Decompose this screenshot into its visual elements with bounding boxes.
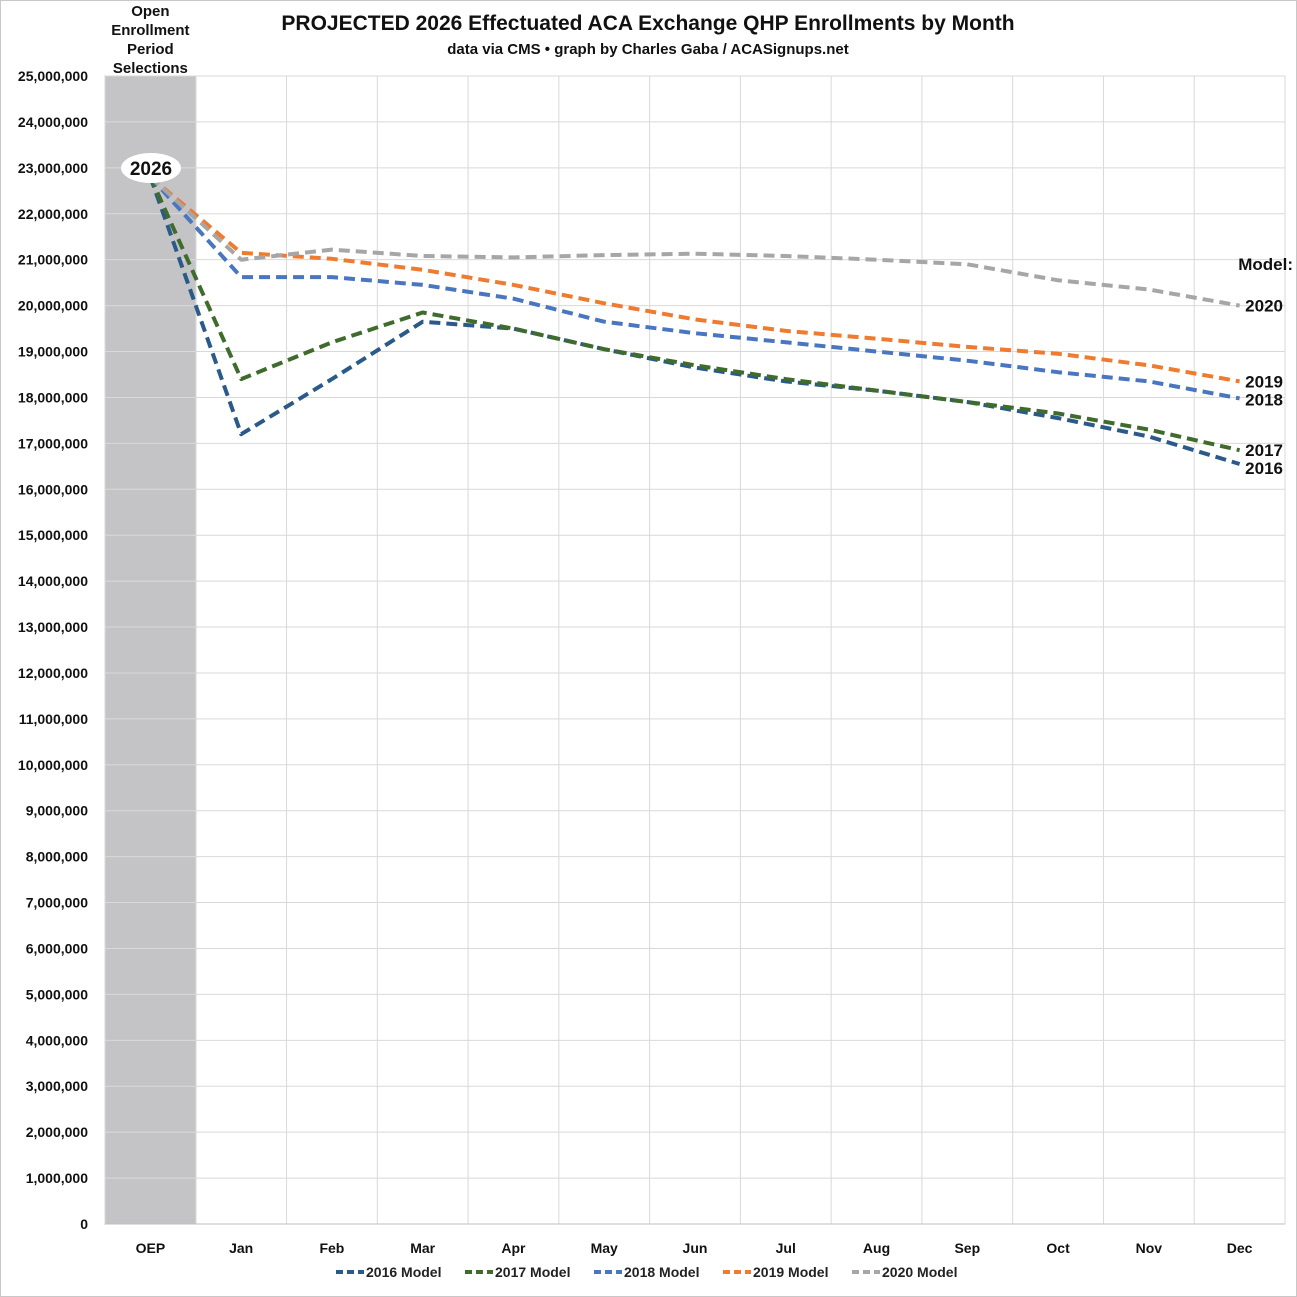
y-tick-label: 18,000,000 xyxy=(18,389,88,405)
x-tick-label: Feb xyxy=(319,1240,344,1256)
legend-label: 2019 Model xyxy=(753,1264,828,1280)
y-tick-label: 12,000,000 xyxy=(18,665,88,681)
y-tick-label: 1,000,000 xyxy=(26,1170,88,1186)
end-label-2016: 2016 xyxy=(1245,459,1283,478)
oep-badge-bubble xyxy=(121,153,181,183)
x-tick-label: Dec xyxy=(1227,1240,1253,1256)
legend-label: 2016 Model xyxy=(366,1264,441,1280)
y-tick-label: 16,000,000 xyxy=(18,481,88,497)
y-tick-label: 21,000,000 xyxy=(18,252,88,268)
series-line-2019 xyxy=(149,175,1240,384)
end-label-2020: 2020 xyxy=(1245,297,1283,316)
y-tick-label: 7,000,000 xyxy=(26,895,88,911)
y-tick-label: 6,000,000 xyxy=(26,940,88,956)
y-tick-label: 11,000,000 xyxy=(19,711,89,727)
x-tick-label: Sep xyxy=(954,1240,980,1256)
legend: 2016 Model 2017 Model 2018 Model 2019 Model… xyxy=(336,1264,957,1280)
oep-label-line: Period xyxy=(127,41,174,58)
oep-year-badge: 2026 xyxy=(121,153,181,183)
end-label-2019: 2019 xyxy=(1245,372,1283,391)
end-label-2018: 2018 xyxy=(1245,390,1283,409)
series-line-2017 xyxy=(148,176,1241,453)
y-axis-tick-labels: 0 1,000,000 2,000,000 3,000,000 4,000,000 5,0… xyxy=(18,68,88,1232)
y-tick-label: 14,000,000 xyxy=(18,573,88,589)
y-tick-label: 9,000,000 xyxy=(26,803,88,819)
legend-label: 2017 Model xyxy=(495,1264,570,1280)
y-tick-label: 25,000,000 xyxy=(18,68,88,84)
model-header-label: Model: xyxy=(1238,255,1293,274)
end-label-2017: 2017 xyxy=(1245,441,1283,460)
oep-label-line: Enrollment xyxy=(111,22,189,39)
x-tick-label: May xyxy=(591,1240,618,1256)
y-tick-label: 10,000,000 xyxy=(18,757,88,773)
series-line-2016 xyxy=(148,176,1241,466)
y-tick-label: 24,000,000 xyxy=(18,114,88,130)
x-tick-label: Aug xyxy=(863,1240,890,1256)
y-tick-label: 4,000,000 xyxy=(26,1032,88,1048)
x-tick-label: Mar xyxy=(410,1240,435,1256)
y-tick-label: 19,000,000 xyxy=(18,344,88,360)
chart-title: PROJECTED 2026 Effectuated ACA Exchange … xyxy=(281,12,1014,35)
x-tick-label: OEP xyxy=(136,1240,166,1256)
x-tick-label: Jun xyxy=(683,1240,708,1256)
y-tick-label: 8,000,000 xyxy=(26,849,88,865)
x-tick-label: Nov xyxy=(1136,1240,1163,1256)
x-tick-label: Oct xyxy=(1046,1240,1070,1256)
series-line-2020 xyxy=(149,175,1240,308)
legend-label: 2018 Model xyxy=(624,1264,699,1280)
oep-badge-label: 2026 xyxy=(130,159,172,180)
y-tick-label: 23,000,000 xyxy=(18,160,88,176)
x-tick-label: Apr xyxy=(501,1240,526,1256)
legend-label: 2020 Model xyxy=(882,1264,957,1280)
series-line-2018 xyxy=(148,175,1240,401)
y-tick-label: 17,000,000 xyxy=(18,435,88,451)
x-tick-label: Jan xyxy=(229,1240,253,1256)
y-tick-label: 13,000,000 xyxy=(18,619,88,635)
y-tick-label: 3,000,000 xyxy=(26,1078,88,1094)
x-tick-label: Jul xyxy=(776,1240,796,1256)
y-tick-label: 0 xyxy=(80,1216,88,1232)
y-tick-label: 5,000,000 xyxy=(26,986,88,1002)
y-tick-label: 20,000,000 xyxy=(18,298,88,314)
gridlines xyxy=(104,75,1286,1225)
series-lines xyxy=(148,175,1241,466)
oep-label-line: Selections xyxy=(113,60,188,77)
oep-label-line: Open xyxy=(131,3,169,20)
oep-region-label: Open Enrollment Period Selections xyxy=(111,3,189,77)
x-axis-tick-labels: OEP Jan Feb Mar Apr May Jun Jul Aug Sep Oct Nov Dec xyxy=(136,1240,1253,1256)
y-tick-label: 22,000,000 xyxy=(18,206,88,222)
y-tick-label: 15,000,000 xyxy=(18,527,88,543)
y-tick-label: 2,000,000 xyxy=(26,1124,88,1140)
chart-subtitle: data via CMS • graph by Charles Gaba / A… xyxy=(447,41,848,58)
